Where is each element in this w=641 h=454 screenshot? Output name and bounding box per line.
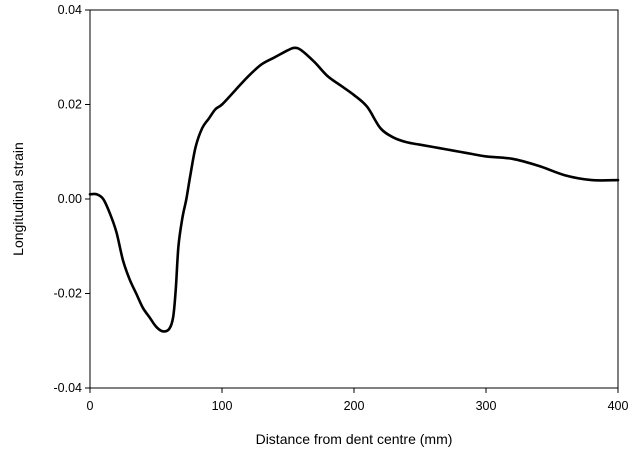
x-tick-label: 300 — [476, 399, 497, 413]
plot-area — [89, 9, 619, 389]
x-axis-ticks: 0 100 200 300 400 — [87, 388, 629, 413]
y-axis-title: Longitudinal strain — [10, 142, 26, 256]
y-tick-label: 0.04 — [58, 3, 82, 17]
x-tick-label: 200 — [344, 399, 365, 413]
y-tick-label: -0.02 — [54, 287, 83, 301]
x-tick-label: 400 — [608, 399, 629, 413]
y-tick-label: -0.04 — [54, 381, 83, 395]
y-tick-label: 0.02 — [58, 98, 82, 112]
x-tick-label: 100 — [212, 399, 233, 413]
y-tick-label: 0.00 — [58, 192, 82, 206]
series-line — [88, 46, 620, 333]
x-axis-title: Distance from dent centre (mm) — [256, 431, 453, 447]
x-tick-label: 0 — [87, 399, 94, 413]
y-axis-ticks: -0.04 -0.02 0.00 0.02 0.04 — [54, 3, 90, 395]
